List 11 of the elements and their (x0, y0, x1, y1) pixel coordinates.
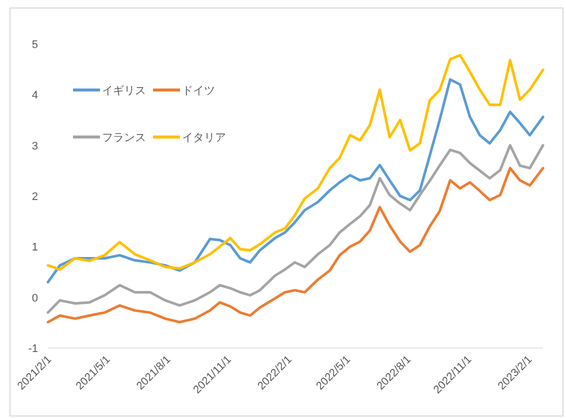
legend-label: フランス (102, 132, 146, 144)
y-tick-label: -1 (28, 343, 38, 355)
y-tick-label: 1 (32, 242, 38, 254)
legend-label: イタリア (182, 132, 226, 144)
y-tick-label: 5 (32, 39, 38, 51)
legend-label: ドイツ (182, 85, 215, 97)
y-tick-label: 2 (32, 191, 38, 203)
y-tick-label: 3 (32, 140, 38, 152)
y-tick-label: 0 (32, 292, 38, 304)
y-tick-label: 4 (32, 90, 38, 102)
legend-label: イギリス (102, 85, 146, 97)
